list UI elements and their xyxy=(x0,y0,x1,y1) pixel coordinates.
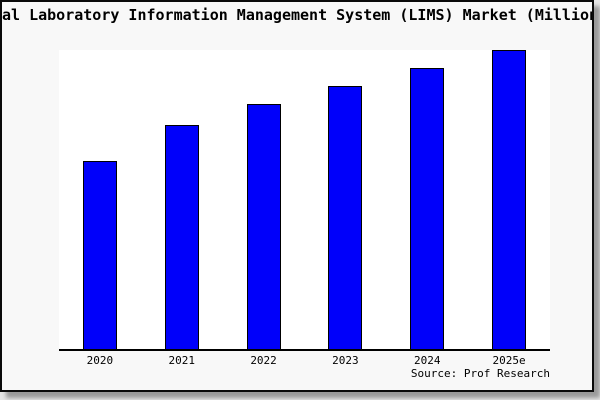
bar-2024 xyxy=(410,68,445,349)
bar-2020 xyxy=(82,161,117,349)
x-tick-label-2023: 2023 xyxy=(332,354,359,367)
x-tick-label-2021: 2021 xyxy=(168,354,195,367)
bar-slot-2021 xyxy=(141,50,223,349)
bar-2021 xyxy=(164,125,199,349)
bar-slot-2023 xyxy=(304,50,386,349)
x-tick-label-2025e: 2025e xyxy=(492,354,526,367)
x-tick-label-2020: 2020 xyxy=(86,354,114,367)
plot-area xyxy=(59,50,550,351)
x-axis-tick-labels: 2020 2021 2022 2023 2024 2025e xyxy=(59,355,550,367)
chart-title: al Laboratory Information Management Sys… xyxy=(2,6,594,24)
source-credit: Source: Prof Research xyxy=(410,367,550,380)
bar-2022 xyxy=(246,104,281,349)
bar-slot-2020 xyxy=(59,50,141,349)
bar-slot-2022 xyxy=(223,50,305,349)
bar-2023 xyxy=(328,86,363,349)
bar-2025e xyxy=(492,50,527,349)
x-tick-label-2022: 2022 xyxy=(250,354,277,367)
x-tick-label-2024: 2024 xyxy=(413,354,441,367)
bar-slot-2024 xyxy=(386,50,468,349)
bar-slot-2025e xyxy=(468,50,550,349)
chart-panel: al Laboratory Information Management Sys… xyxy=(0,0,594,392)
